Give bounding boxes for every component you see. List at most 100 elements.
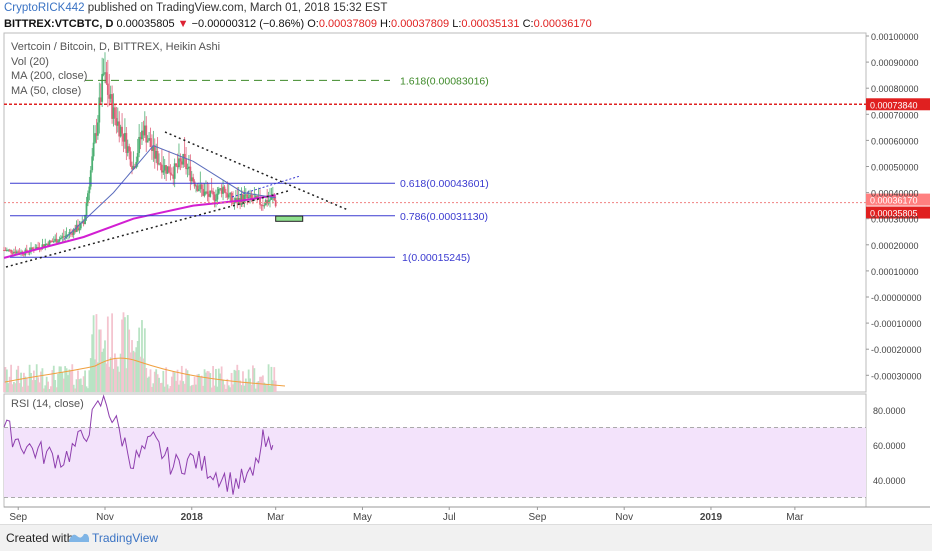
rsi-tick-label: 40.0000	[873, 476, 906, 486]
volume-bar	[139, 356, 142, 392]
volume-bar	[205, 372, 207, 392]
candle-body	[151, 147, 153, 151]
candle-body	[122, 133, 125, 142]
fib-level-label: 1.618(0.00083016)	[400, 75, 489, 87]
low-label: L:	[452, 18, 462, 30]
volume-bar	[162, 370, 165, 392]
price-chart[interactable]: 1.618(0.00083016) 0.618(0.00043601) 0.786(…	[0, 0, 932, 524]
y-tick-label: 0.00100000	[871, 32, 919, 42]
tradingview-link[interactable]: TradingView	[92, 531, 159, 545]
candle-body	[139, 136, 142, 140]
candle-body	[75, 224, 78, 232]
candle-body	[188, 166, 190, 169]
volume-bar	[192, 384, 195, 392]
volume-bar	[237, 370, 240, 392]
volume-bar	[25, 378, 28, 392]
candle-body	[182, 153, 185, 165]
candle-body	[129, 151, 132, 166]
volume-bar	[176, 369, 179, 392]
volume-bar	[89, 358, 92, 392]
volume-bar	[122, 312, 125, 392]
candle-body	[23, 254, 25, 256]
volume-bar	[189, 386, 192, 392]
candle-body	[233, 202, 236, 204]
volume-bar	[244, 378, 247, 392]
volume-bar	[168, 388, 170, 392]
candle-body	[37, 247, 40, 249]
volume-bar	[45, 376, 48, 392]
volume-bar	[38, 382, 41, 392]
candle-body	[153, 145, 156, 159]
high-label: H:	[380, 18, 392, 30]
candle-body	[57, 241, 59, 243]
candle-body	[101, 74, 104, 102]
candle-body	[219, 188, 222, 190]
volume-bar	[57, 373, 59, 392]
volume-bar	[84, 370, 86, 392]
legend-title: Vertcoin / Bitcoin, D, BITTREX, Heikin A…	[11, 41, 221, 53]
volume-bar	[119, 353, 122, 392]
candle-body	[48, 240, 51, 246]
volume-bar	[5, 369, 8, 392]
y-tick-label: 0.00090000	[871, 58, 919, 68]
volume-bar	[95, 314, 98, 392]
volume-bar	[252, 365, 254, 392]
fib-level-label: 1(0.00015245)	[402, 252, 470, 264]
fib-level-label: 0.618(0.00043601)	[400, 178, 489, 190]
volume-bar	[128, 329, 131, 392]
candle-body	[72, 229, 75, 235]
volume-bar	[31, 380, 34, 392]
x-tick-label: Sep	[9, 512, 27, 523]
candle-body	[185, 158, 187, 169]
x-tick-label: May	[353, 512, 372, 523]
volume-bar	[79, 378, 82, 392]
volume-bar	[267, 364, 270, 392]
volume-bar	[165, 367, 168, 392]
volume-bar	[71, 364, 74, 392]
volume-bar	[64, 366, 67, 392]
x-tick-label: Jul	[443, 512, 456, 523]
price-label: 0.00035805	[870, 209, 918, 219]
author-link[interactable]: CryptoRICK442	[4, 2, 85, 14]
candle-body	[121, 126, 123, 134]
candle-body	[195, 185, 197, 187]
volume-bar	[270, 366, 273, 392]
candle-body	[250, 194, 253, 199]
candle-body	[131, 165, 133, 170]
candle-body	[105, 72, 108, 84]
volume-bar	[178, 384, 180, 392]
volume-bar	[223, 384, 226, 392]
volume-bar	[34, 380, 37, 392]
candle-body	[196, 185, 199, 191]
y-tick-label: 0.00050000	[871, 163, 919, 173]
tradingview-logo-icon	[69, 533, 89, 542]
candle-body	[11, 252, 14, 254]
volume-bar	[98, 329, 101, 392]
candle-body	[183, 153, 186, 159]
ma50-line	[63, 145, 276, 240]
volume-bar	[202, 385, 205, 392]
candle-body	[58, 239, 61, 242]
volume-bar	[68, 369, 71, 392]
candle-body	[249, 194, 251, 197]
price-label: 0.00073840	[870, 100, 918, 110]
symbol: BITTREX:VTCBTC, D	[4, 18, 114, 30]
candle-body	[200, 184, 203, 190]
price-label-bg	[866, 193, 930, 206]
rsi-tick-label: 80.0000	[873, 406, 906, 416]
volume-bar	[271, 380, 274, 392]
candle-body	[25, 249, 28, 252]
volume-bar	[145, 367, 148, 392]
volume-bar	[109, 357, 112, 392]
target-box	[275, 215, 304, 222]
candle-body	[170, 174, 173, 176]
candle-body	[99, 97, 102, 102]
volume-bar	[129, 352, 132, 392]
volume-bar	[200, 375, 203, 392]
candle-body	[243, 194, 246, 203]
candle-body	[176, 165, 179, 168]
volume-bar	[259, 376, 261, 392]
volume-bar	[96, 362, 99, 392]
volume-bar	[77, 370, 79, 392]
volume-bar	[249, 378, 251, 392]
